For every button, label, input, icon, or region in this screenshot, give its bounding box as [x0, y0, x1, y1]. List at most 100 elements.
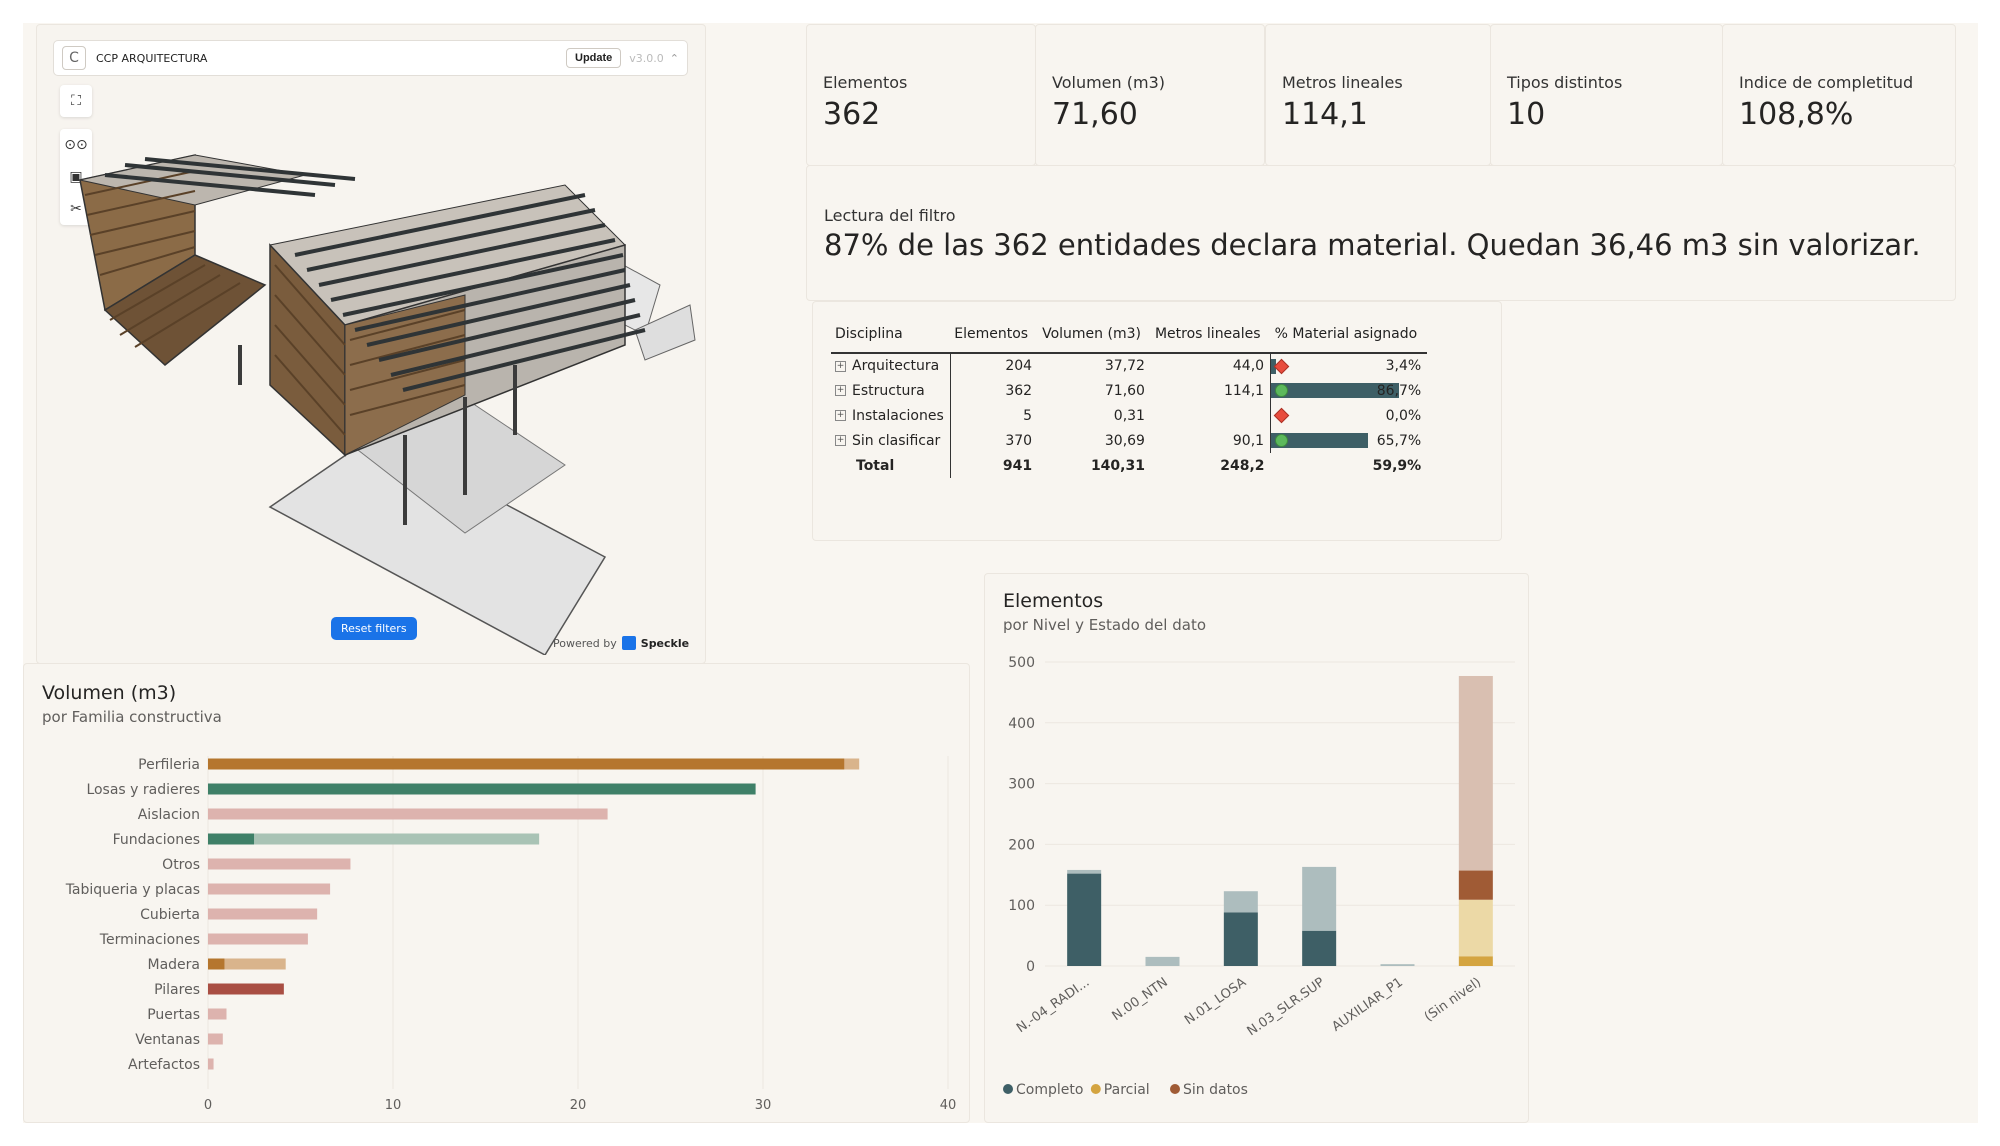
powered-by-label: Powered by: [553, 636, 617, 650]
cell-elementos: 5: [1023, 407, 1033, 424]
x-tick-label: 0: [204, 1098, 212, 1113]
category-label: Terminaciones: [99, 932, 200, 948]
cell-elementos: 204: [1005, 358, 1033, 374]
scissors-icon[interactable]: ✂: [70, 201, 82, 217]
bar-segment: [1458, 870, 1493, 900]
x-tick-label: 10: [385, 1098, 402, 1113]
expand-icon[interactable]: +: [835, 385, 846, 396]
kpi-value: 10: [1507, 97, 1546, 132]
y-tick-label: 200: [1008, 837, 1035, 853]
category-label: Otros: [162, 857, 200, 873]
expand-icon[interactable]: +: [835, 410, 846, 421]
status-indicator-icon: [1273, 358, 1290, 375]
glasses-icon[interactable]: ⊙⊙: [64, 137, 88, 153]
x-tick-label: 30: [755, 1098, 772, 1113]
x-tick-label: 40: [940, 1098, 957, 1113]
pct-bar: [1271, 359, 1277, 374]
cell-metros: [1151, 403, 1271, 428]
expand-icon[interactable]: +: [835, 435, 846, 446]
bar-segment: [254, 833, 540, 845]
app-logo-icon: C: [62, 46, 86, 70]
bar-segment: [208, 833, 255, 845]
status-indicator-icon: [1273, 407, 1290, 424]
bar-segment: [208, 958, 225, 970]
header-disciplina[interactable]: Disciplina: [831, 320, 951, 354]
header-metros[interactable]: Metros lineales: [1150, 320, 1271, 354]
powered-by[interactable]: Powered by Speckle: [553, 636, 689, 650]
fullscreen-icon[interactable]: ⛶: [71, 93, 81, 109]
reading-text: 87% de las 362 entidades declara materia…: [824, 228, 1921, 262]
row-name: Instalaciones: [852, 407, 944, 424]
bar-segment: [208, 933, 308, 945]
kpi-indice-completitud: Indice de completitud 108,8%: [1722, 24, 1956, 166]
category-label: Fundaciones: [113, 832, 200, 848]
bar-segment: [1458, 956, 1493, 966]
row-name: Estructura: [852, 382, 925, 399]
speckle-brand: Speckle: [640, 636, 690, 650]
speckle-viewer[interactable]: C CCP ARQUITECTURA Update v3.0.0 ⌃ ⛶ ⊙⊙ …: [36, 24, 706, 664]
kpi-metros-lineales: Metros lineales 114,1: [1265, 24, 1491, 166]
reset-filters-button[interactable]: Reset filters: [331, 617, 417, 640]
cell-metros: 44,0: [1232, 358, 1265, 374]
status-indicator-icon: [1275, 434, 1289, 447]
status-indicator-icon: [1275, 384, 1289, 397]
table-row[interactable]: + Sin clasificar 370 30,69 90,1 65,7%: [831, 428, 1428, 453]
building-model-scene[interactable]: [45, 135, 700, 655]
pct-value: 86,7%: [1376, 382, 1422, 399]
legend-marker: [1170, 1084, 1180, 1094]
chart-title: Elementos: [1003, 590, 1104, 612]
bar-segment: [1223, 912, 1258, 966]
y-tick-label: 300: [1008, 777, 1035, 793]
bar-segment: [224, 958, 286, 970]
cell-pct: 0,0%: [1270, 403, 1428, 428]
bar-segment: [208, 783, 756, 795]
row-name: Arquitectura: [852, 358, 940, 374]
filter-reading-card: Lectura del filtro 87% de las 362 entida…: [806, 165, 1956, 301]
x-tick-label: N.01_LOSA: [1182, 975, 1249, 1028]
table-row[interactable]: + Arquitectura 204 37,72 44,0 3,4%: [831, 353, 1428, 378]
table-row[interactable]: + Estructura 362 71,60 114,1 86,7%: [831, 378, 1428, 403]
expand-icon[interactable]: +: [835, 360, 846, 372]
bar-segment: [1302, 866, 1337, 931]
category-label: Puertas: [147, 1007, 200, 1023]
cell-pct: 3,4%: [1270, 353, 1428, 378]
kpi-elementos: Elementos 362: [806, 24, 1036, 166]
total-row: Total 941 140,31 248,2 59,9%: [831, 453, 1427, 478]
bar-segment: [208, 908, 318, 920]
table-row[interactable]: + Instalaciones 5 0,31 0,0%: [831, 403, 1428, 428]
legend-label: Parcial: [1104, 1082, 1150, 1098]
header-volumen[interactable]: Volumen (m3): [1038, 320, 1151, 354]
bar-segment: [208, 1058, 214, 1070]
cell-volumen: 30,69: [1104, 432, 1145, 449]
pct-value: 3,4%: [1385, 358, 1422, 374]
category-label: Aislacion: [138, 807, 200, 823]
category-label: Pilares: [154, 982, 200, 998]
x-tick-label: (Sin nivel): [1422, 975, 1484, 1025]
chevron-up-icon[interactable]: ⌃: [669, 51, 679, 65]
kpi-label: Volumen (m3): [1052, 73, 1165, 92]
kpi-volumen: Volumen (m3) 71,60: [1035, 24, 1265, 166]
reading-label: Lectura del filtro: [824, 206, 956, 225]
header-elementos[interactable]: Elementos: [950, 320, 1039, 354]
disciplina-matrix: Disciplina Elementos Volumen (m3) Metros…: [812, 301, 1502, 541]
camera-icon[interactable]: ▣: [69, 169, 83, 185]
bar-segment: [208, 808, 608, 820]
bar-segment: [1458, 675, 1493, 871]
y-tick-label: 400: [1008, 716, 1035, 732]
legend-label: Sin datos: [1183, 1082, 1248, 1098]
x-tick-label: N.00_NTN: [1110, 975, 1171, 1024]
x-tick-label: N.03_SLR.SUP: [1245, 975, 1328, 1039]
y-tick-label: 100: [1008, 898, 1035, 914]
category-label: Tabiqueria y placas: [65, 882, 200, 898]
y-tick-label: 0: [1026, 959, 1035, 975]
bar-segment: [1302, 930, 1337, 966]
bar-segment: [1067, 869, 1102, 874]
kpi-label: Tipos distintos: [1507, 73, 1623, 92]
version-label: v3.0.0: [629, 51, 664, 65]
pct-value: 0,0%: [1385, 407, 1422, 424]
volumen-bar-chart[interactable]: 0 10 20 30 40 Perfileria Losas y radieres Aisla…: [24, 664, 971, 1124]
category-label: Ventanas: [135, 1032, 200, 1048]
header-pct-material[interactable]: % Material asignado: [1270, 320, 1428, 354]
update-button[interactable]: Update: [566, 48, 622, 68]
